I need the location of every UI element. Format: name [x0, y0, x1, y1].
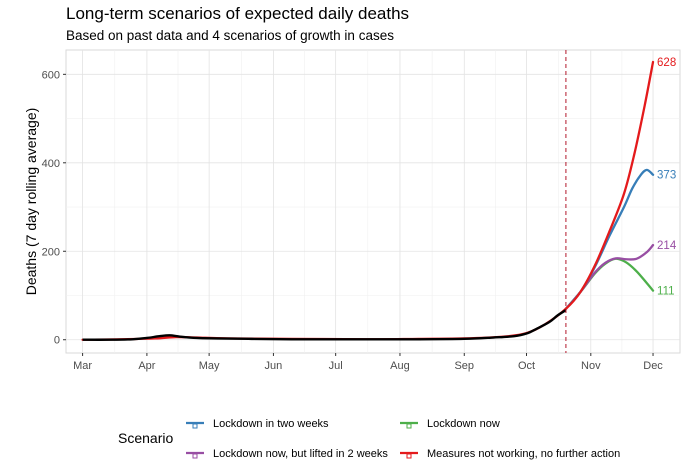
series-end-label: 628	[657, 57, 676, 69]
y-tick-label: 600	[42, 69, 60, 81]
panel-border	[65, 49, 681, 354]
legend-key-marker	[192, 423, 198, 429]
y-axis-title: Deaths (7 day rolling average)	[23, 108, 39, 296]
legend-key-marker	[192, 453, 198, 459]
plot-panel: Mar Apr May Jun Jul Aug Sep Oct Nov Dec 0 200 400 600…	[42, 49, 681, 372]
legend-item: Lockdown in two weeks	[186, 418, 329, 430]
x-tick-label: Jun	[265, 360, 283, 372]
x-tick-label: Sep	[454, 360, 474, 372]
legend-label: Lockdown now	[427, 418, 500, 430]
chart-title: Long-term scenarios of expected daily de…	[66, 4, 409, 23]
y-tick-label: 0	[54, 335, 60, 347]
series-end-label: 373	[657, 170, 676, 182]
legend-key-marker	[406, 453, 412, 459]
x-tick-label: May	[199, 360, 220, 372]
x-tick-label: Oct	[518, 360, 535, 372]
x-tick-label: Jul	[329, 360, 343, 372]
legend-item: Measures not working, no further action	[400, 448, 620, 460]
y-tick-label: 400	[42, 158, 60, 170]
legend-label: Lockdown in two weeks	[213, 418, 329, 430]
x-tick-label: Dec	[643, 360, 663, 372]
x-tick-label: Mar	[73, 360, 92, 372]
y-tick-label: 200	[42, 246, 60, 258]
legend-item: Lockdown now, but lifted in 2 weeks	[186, 448, 388, 460]
observed-line	[82, 309, 567, 341]
legend: Scenario Lockdown in two weeks Lockdown n…	[118, 418, 620, 460]
x-tick-label: Nov	[581, 360, 601, 372]
x-tick-label: Aug	[390, 360, 410, 372]
x-tick-label: Apr	[138, 360, 155, 372]
series-end-label: 111	[657, 286, 674, 298]
legend-label: Measures not working, no further action	[427, 448, 620, 460]
legend-key-marker	[406, 423, 412, 429]
chart-subtitle: Based on past data and 4 scenarios of gr…	[66, 28, 394, 43]
legend-item: Lockdown now	[400, 418, 500, 430]
legend-label: Lockdown now, but lifted in 2 weeks	[213, 448, 388, 460]
series-end-label: 214	[657, 240, 677, 252]
legend-title: Scenario	[118, 430, 173, 446]
